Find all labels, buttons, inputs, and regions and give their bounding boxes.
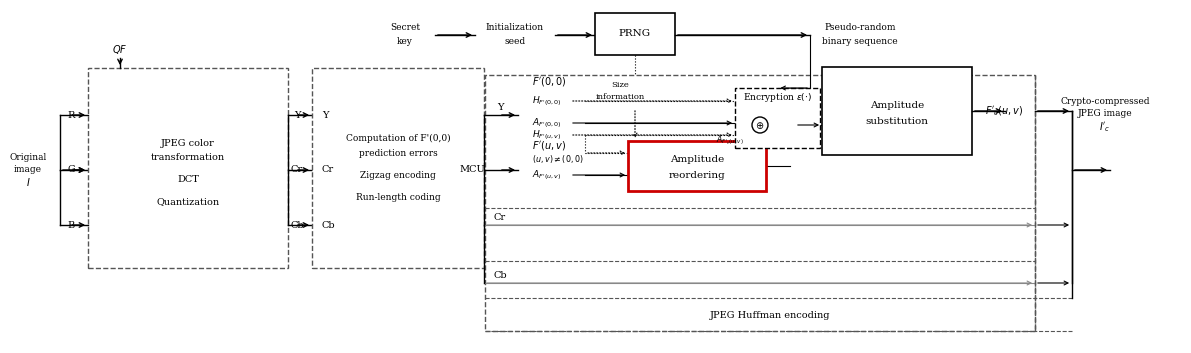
Text: $F'_c(u,v)$: $F'_c(u,v)$ xyxy=(985,104,1023,118)
Text: Quantization: Quantization xyxy=(156,197,219,207)
Text: Size: Size xyxy=(611,81,629,89)
FancyBboxPatch shape xyxy=(628,141,766,191)
Text: $(u,v)\neq(0,0)$: $(u,v)\neq(0,0)$ xyxy=(532,153,584,165)
FancyBboxPatch shape xyxy=(596,13,675,55)
Text: Pseudo-random: Pseudo-random xyxy=(824,24,896,32)
Text: JPEG image: JPEG image xyxy=(1078,109,1133,119)
Text: $I$: $I$ xyxy=(26,176,30,188)
Text: $A_{F'_c(u,v)}$: $A_{F'_c(u,v)}$ xyxy=(716,133,744,147)
FancyBboxPatch shape xyxy=(88,68,288,268)
Text: MCU: MCU xyxy=(459,166,485,174)
Text: JPEG Huffman encoding: JPEG Huffman encoding xyxy=(710,311,830,319)
Text: Y: Y xyxy=(322,110,329,120)
Text: Cr: Cr xyxy=(291,166,303,174)
FancyBboxPatch shape xyxy=(822,67,972,155)
Text: Original: Original xyxy=(10,154,46,162)
Text: Encryption $\varepsilon(\cdot)$: Encryption $\varepsilon(\cdot)$ xyxy=(743,90,812,103)
Text: Initialization: Initialization xyxy=(486,24,544,32)
Text: B: B xyxy=(68,221,75,229)
Text: Zigzag encoding: Zigzag encoding xyxy=(360,170,436,179)
Text: $F'(u,v)$: $F'(u,v)$ xyxy=(532,138,566,151)
Text: Cb: Cb xyxy=(322,221,336,229)
Text: Y: Y xyxy=(497,103,504,113)
Text: seed: seed xyxy=(505,36,525,46)
Text: Y: Y xyxy=(294,110,300,120)
Text: substitution: substitution xyxy=(866,116,929,126)
Text: Cb: Cb xyxy=(291,221,304,229)
Text: R: R xyxy=(68,110,75,120)
Text: Cr: Cr xyxy=(494,214,506,222)
Text: transformation: transformation xyxy=(151,154,225,162)
Text: Cr: Cr xyxy=(322,166,335,174)
FancyBboxPatch shape xyxy=(485,75,1035,331)
FancyBboxPatch shape xyxy=(312,68,484,268)
Text: Amplitude: Amplitude xyxy=(869,102,924,110)
Text: binary sequence: binary sequence xyxy=(822,36,898,46)
Text: $QF$: $QF$ xyxy=(112,43,127,56)
Text: $A_{F'(0,0)}$: $A_{F'(0,0)}$ xyxy=(532,116,562,130)
Text: Amplitude: Amplitude xyxy=(669,156,724,164)
FancyBboxPatch shape xyxy=(735,88,819,148)
Text: reordering: reordering xyxy=(668,170,725,179)
Text: Run-length coding: Run-length coding xyxy=(356,193,441,203)
Text: $H_{F'(0,0)}$: $H_{F'(0,0)}$ xyxy=(532,94,562,108)
Text: $\oplus$: $\oplus$ xyxy=(755,120,765,131)
Text: PRNG: PRNG xyxy=(619,30,651,38)
Text: $H_{F'(u,v)}$: $H_{F'(u,v)}$ xyxy=(532,128,562,142)
Text: G: G xyxy=(67,166,75,174)
Text: $A_{F'(u,v)}$: $A_{F'(u,v)}$ xyxy=(532,168,561,182)
Text: DCT: DCT xyxy=(177,175,199,185)
Text: Secret: Secret xyxy=(389,24,420,32)
Text: Crypto-compressed: Crypto-compressed xyxy=(1060,96,1149,106)
Text: Computation of F'(0,0): Computation of F'(0,0) xyxy=(345,133,450,143)
Text: Cb: Cb xyxy=(493,270,507,280)
Text: information: information xyxy=(596,93,644,101)
Text: JPEG color: JPEG color xyxy=(161,138,214,148)
Text: key: key xyxy=(397,36,413,46)
Text: prediction errors: prediction errors xyxy=(358,149,437,157)
Text: $F'(0,0)$: $F'(0,0)$ xyxy=(532,74,567,88)
Text: image: image xyxy=(14,166,42,174)
Text: $I'_c$: $I'_c$ xyxy=(1099,120,1111,134)
